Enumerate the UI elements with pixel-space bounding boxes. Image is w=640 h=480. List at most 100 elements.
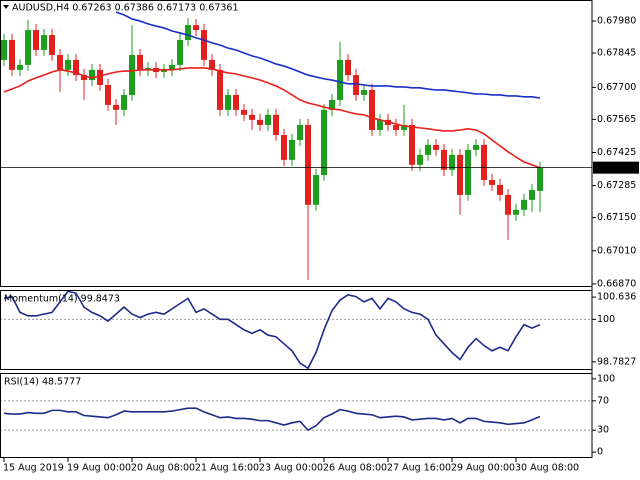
last-price-box	[593, 161, 639, 174]
candle-body	[201, 30, 207, 60]
candle-body	[361, 89, 367, 95]
candle-body	[345, 59, 351, 76]
candle-body	[265, 114, 271, 126]
candle-body	[465, 149, 471, 195]
candle-body	[433, 144, 439, 150]
candle-body	[257, 119, 263, 126]
y-tick-label: 0.67565	[597, 114, 636, 125]
candle-body	[393, 125, 399, 131]
panel-border	[0, 0, 593, 287]
x-tick-label: 26 Aug 08:00	[323, 463, 387, 474]
y-tick-label: 0.67150	[597, 212, 636, 223]
panel	[0, 400, 592, 432]
y-tick-label: 0	[597, 447, 603, 458]
candle-body	[497, 184, 503, 195]
y-tick-label: 98.7827	[597, 356, 636, 367]
y-tick-label: 100	[597, 373, 615, 384]
x-tick-label: 27 Aug 16:00	[387, 463, 451, 474]
y-tick-label: 100.636	[597, 292, 636, 303]
candle-body	[449, 154, 455, 170]
panel-title: RSI(14) 48.5777	[4, 377, 81, 388]
y-tick-label: 0.67845	[597, 48, 636, 59]
y-tick-label: 0.67010	[597, 245, 636, 256]
candle-body	[297, 125, 303, 140]
candle-body	[353, 75, 359, 95]
candle-body	[313, 174, 319, 205]
candle-body	[249, 114, 255, 120]
candle-body	[241, 109, 247, 115]
candle-body	[121, 94, 127, 110]
y-tick-label: 70	[597, 395, 609, 406]
indicator-line	[3, 67, 541, 169]
panel	[1, 11, 543, 280]
candle-body	[25, 30, 31, 65]
candle-body	[529, 189, 535, 200]
panel	[0, 290, 592, 370]
panel-title: Momentum(14) 99.8473	[4, 294, 120, 305]
last-price-label: 0.67361	[597, 162, 636, 173]
candle-body	[489, 179, 495, 185]
candle-body	[377, 119, 383, 131]
y-tick-label: 0.67980	[597, 16, 636, 27]
x-tick-label: 21 Aug 16:00	[195, 463, 259, 474]
candle-body	[169, 64, 175, 70]
candle-body	[225, 94, 231, 110]
candle-body	[9, 40, 15, 70]
indicator-line	[3, 290, 541, 370]
candle-body	[233, 94, 239, 110]
y-tick-label: 100	[597, 314, 615, 325]
candle-body	[177, 40, 183, 65]
indicator-line	[115, 11, 541, 99]
candle-body	[369, 89, 375, 131]
candle-body	[185, 25, 191, 41]
candle-body	[89, 69, 95, 81]
candle-body	[217, 69, 223, 110]
x-tick-label: 30 Aug 08:00	[515, 463, 579, 474]
candle-body	[97, 69, 103, 86]
candle-body	[49, 35, 55, 55]
candle-body	[521, 199, 527, 210]
candle-body	[457, 154, 463, 195]
candle-body	[17, 64, 23, 70]
x-tick-label: 20 Aug 08:00	[131, 463, 195, 474]
candle-body	[41, 35, 47, 50]
y-tick-label: 0.67425	[597, 147, 636, 158]
panel-title: AUDUSD,H4 0.67263 0.67386 0.67173 0.6736…	[12, 3, 239, 14]
candle-body	[425, 144, 431, 155]
indicator-line	[3, 407, 541, 432]
candle-body	[137, 54, 143, 70]
candle-body	[473, 144, 479, 150]
candle-body	[481, 144, 487, 180]
candle-body	[73, 59, 79, 76]
candle-body	[289, 139, 295, 160]
y-tick-label: 0.67700	[597, 82, 636, 93]
candle-body	[105, 85, 111, 105]
candle-body	[1, 40, 7, 60]
candle-body	[57, 54, 63, 70]
candle-body	[441, 149, 447, 170]
y-tick-label: 0.66870	[597, 278, 636, 289]
candle-body	[537, 167, 543, 191]
x-tick-label: 19 Aug 00:00	[67, 463, 131, 474]
candle-body	[417, 154, 423, 165]
candle-body	[161, 69, 167, 72]
candle-body	[145, 67, 151, 70]
candle-body	[321, 109, 327, 175]
candle-body	[209, 59, 215, 70]
candle-body	[409, 125, 415, 165]
candle-body	[513, 209, 519, 215]
candle-body	[281, 134, 287, 160]
candle-body	[113, 104, 119, 110]
x-tick-label: 29 Aug 00:00	[451, 463, 515, 474]
candle-body	[129, 54, 135, 95]
y-tick-label: 30	[597, 425, 609, 436]
candle-body	[305, 125, 311, 205]
candle-body	[329, 99, 335, 110]
candle-body	[33, 30, 39, 50]
candle-body	[273, 114, 279, 135]
candle-body	[337, 59, 343, 100]
candle-body	[81, 75, 87, 81]
symbol-icon	[3, 5, 9, 9]
x-tick-label: 23 Aug 00:00	[259, 463, 323, 474]
